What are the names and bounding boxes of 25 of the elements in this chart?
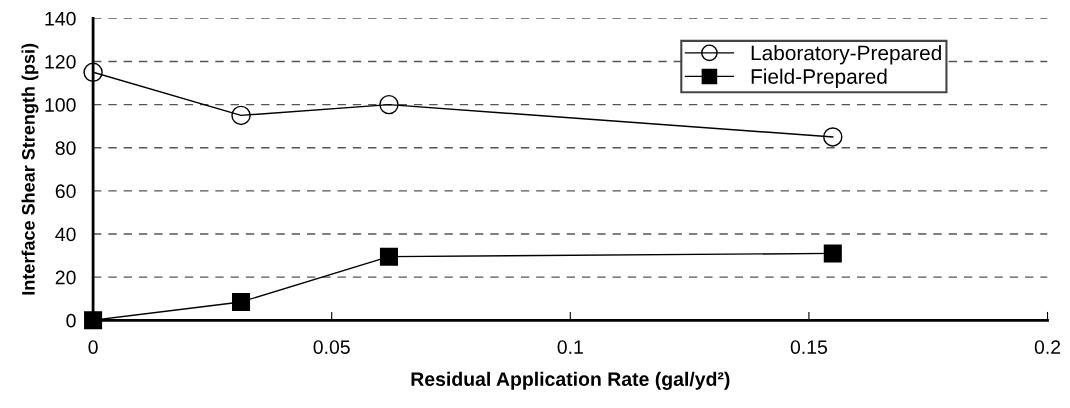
- point: [83, 62, 103, 82]
- y-tick-label: 80: [55, 141, 76, 155]
- legend-label: Laboratory-Prepared: [751, 45, 941, 65]
- y-tick-label: 20: [55, 270, 76, 285]
- x-axis-title: Residual Application Rate (gal/yd²): [411, 371, 730, 390]
- y-tick-label: 40: [55, 227, 76, 242]
- x-tick-label: 0.15: [790, 340, 828, 355]
- x-tick-label: 0.05: [313, 340, 350, 355]
- x-tick-label: 0.1: [557, 340, 583, 355]
- y-tick-label: 100: [45, 98, 76, 112]
- point: [823, 127, 843, 147]
- point: [84, 311, 103, 330]
- legend-label: Field-Prepared: [751, 68, 887, 89]
- point: [231, 292, 251, 311]
- point: [231, 105, 251, 126]
- y-tick-label: 120: [45, 54, 76, 69]
- y-axis-title: Interface Shear Strength (psi): [21, 43, 39, 295]
- y-tick-label: 60: [55, 184, 76, 199]
- point: [379, 94, 399, 115]
- y-tick-label: 0: [66, 313, 76, 328]
- y-tick-label: 140: [45, 11, 76, 26]
- x-tick-label: 0: [88, 340, 98, 355]
- point: [379, 247, 398, 266]
- point: [823, 244, 842, 263]
- x-tick-label: 0.2: [1034, 340, 1061, 355]
